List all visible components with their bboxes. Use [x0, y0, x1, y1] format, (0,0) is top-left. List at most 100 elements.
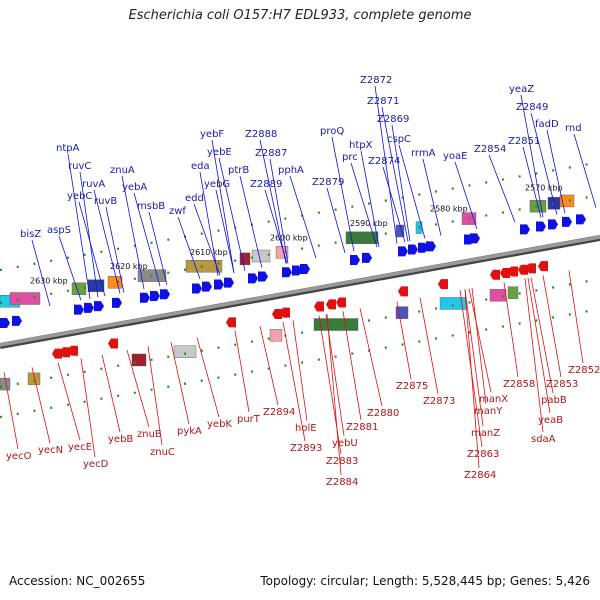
reverse-gene-arrow: [60, 347, 70, 358]
gene-label-ruvA: ruvA: [82, 179, 105, 190]
gene-leader: [331, 136, 355, 252]
forward-gene-arrow: [94, 301, 104, 312]
reverse-gene-arrow: [438, 279, 448, 290]
gene-label-edd: edd: [185, 193, 204, 204]
forward-gene-arrow: [300, 264, 310, 274]
gene-label-ntpA: ntpA: [56, 143, 80, 154]
forward-gene-arrow: [536, 221, 546, 232]
gene-leader: [326, 187, 346, 254]
feature-block: [507, 286, 519, 299]
gene-leader: [239, 175, 263, 268]
gene-label-ruvB: ruvB: [94, 196, 117, 207]
feature-block: [345, 231, 379, 245]
forward-gene-arrow: [576, 214, 586, 225]
gene-label-rnd: rnd: [565, 123, 582, 134]
gene-label-Z2871: Z2871: [367, 96, 399, 107]
gene-leader: [527, 277, 551, 414]
gene-leader: [520, 94, 544, 218]
ruler-label: 2610 kbp: [190, 248, 228, 257]
gene-leader: [218, 157, 246, 271]
gene-leader: [382, 166, 406, 243]
ruler-label: 2630 kbp: [30, 277, 68, 286]
forward-gene-arrow: [408, 244, 418, 255]
reverse-gene-arrow: [52, 348, 62, 359]
feature-block: [251, 249, 271, 263]
gene-leader: [454, 161, 478, 230]
reverse-gene-arrow: [526, 263, 536, 274]
gene-label-Z2853: Z2853: [546, 379, 578, 390]
gene-label-Z2889: Z2889: [250, 179, 282, 190]
gene-label-pykA: pykA: [177, 426, 202, 437]
feature-block: [269, 329, 283, 342]
feature-block: [27, 372, 41, 386]
forward-gene-arrow: [0, 318, 10, 328]
gene-leader: [78, 201, 106, 297]
forward-gene-arrow: [112, 297, 122, 308]
gene-leader: [177, 216, 201, 280]
gene-label-yecN: yecN: [38, 445, 63, 456]
feature-block: [395, 306, 409, 319]
gene-leader: [396, 301, 412, 380]
ruler-label: 2570 kbp: [525, 184, 563, 193]
gene-label-Z2881: Z2881: [346, 422, 378, 433]
forward-gene-arrow: [140, 292, 150, 303]
gene-label-htpX: htpX: [349, 140, 373, 151]
gene-label-eda: eda: [191, 161, 210, 172]
gene-label-yebA: yebA: [122, 182, 147, 193]
gene-leader: [391, 124, 411, 242]
gene-leader: [374, 85, 398, 244]
gene-label-manY: manY: [474, 406, 503, 417]
gene-leader: [530, 277, 554, 394]
gene-label-Z2894: Z2894: [263, 407, 295, 418]
gene-leader: [542, 275, 562, 378]
gene-label-yebU: yebU: [332, 438, 358, 449]
gene-label-msbB: msbB: [137, 201, 165, 212]
reverse-gene-arrow: [538, 261, 548, 272]
gene-leader: [282, 321, 306, 442]
forward-gene-arrow: [160, 289, 170, 300]
gene-label-znuC: znuC: [150, 447, 175, 458]
gene-label-Z2854: Z2854: [474, 144, 506, 155]
gene-label-holE: holE: [295, 423, 317, 434]
forward-gene-arrow: [426, 241, 436, 252]
gene-label-yoaE: yoaE: [443, 151, 467, 162]
gene-label-Z2864: Z2864: [464, 470, 496, 481]
gene-label-yebB: yebB: [108, 434, 133, 445]
forward-gene-arrow: [192, 283, 202, 294]
gene-leader: [259, 326, 279, 406]
gene-leader: [126, 350, 150, 428]
gene-label-Z2869: Z2869: [377, 114, 409, 125]
gene-label-Z2879: Z2879: [312, 177, 344, 188]
gene-leader: [148, 211, 168, 286]
gene-leader: [359, 308, 383, 407]
ruler-label: 2590 kbp: [350, 219, 388, 228]
gene-label-yecD: yecD: [83, 459, 109, 470]
gene-leader: [133, 192, 161, 287]
genome-axis: [0, 160, 600, 419]
gene-leader: [546, 129, 566, 214]
forward-gene-arrow: [520, 224, 530, 235]
reverse-gene-arrow: [280, 307, 290, 318]
gene-label-ruvC: ruvC: [68, 161, 91, 172]
gene-label-Z2873: Z2873: [423, 396, 455, 407]
gene-leader: [121, 175, 145, 290]
gene-leader: [93, 189, 121, 294]
forward-gene-arrow: [548, 219, 558, 230]
gene-label-yebK: yebK: [207, 419, 232, 430]
forward-gene-arrow: [202, 281, 212, 292]
ruler-label: 2600 kbp: [270, 233, 308, 242]
gene-label-Z2880: Z2880: [367, 408, 399, 419]
gene-label-bisZ: bisZ: [20, 229, 41, 240]
gene-leader: [326, 314, 342, 476]
gene-label-manZ: manZ: [471, 428, 500, 439]
gene-label-yebC: yebC: [67, 191, 92, 202]
gene-leader: [488, 154, 516, 223]
reverse-gene-arrow: [314, 301, 324, 312]
gene-leader: [259, 139, 287, 264]
gene-label-Z2849: Z2849: [516, 102, 548, 113]
gene-leader: [573, 133, 597, 208]
gene-leader: [269, 158, 289, 264]
forward-gene-arrow: [470, 233, 480, 244]
